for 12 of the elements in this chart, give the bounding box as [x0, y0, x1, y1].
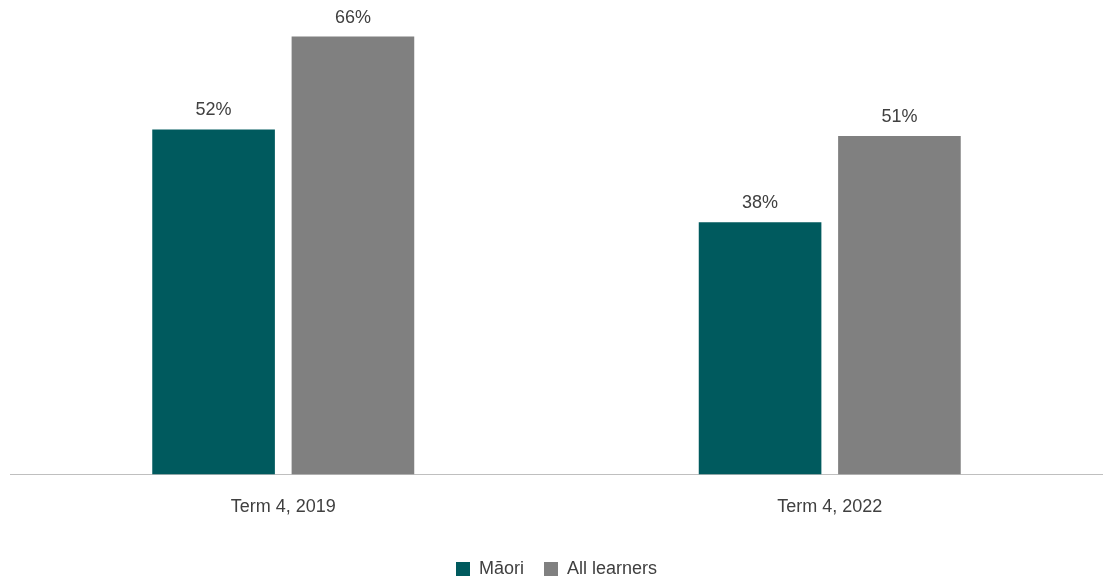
- bar: [291, 36, 415, 475]
- data-label: 66%: [334, 6, 371, 27]
- x-tick-label: Term 4, 2019: [230, 496, 336, 517]
- bar: [698, 222, 822, 475]
- data-label: 52%: [195, 99, 232, 120]
- x-tick-label: Term 4, 2022: [777, 496, 883, 517]
- legend-label: All learners: [566, 557, 658, 578]
- bar: [838, 136, 961, 475]
- bar: [152, 129, 275, 475]
- data-label: 51%: [881, 106, 918, 127]
- data-label: 38%: [742, 192, 779, 213]
- legend-label: Māori: [478, 557, 524, 578]
